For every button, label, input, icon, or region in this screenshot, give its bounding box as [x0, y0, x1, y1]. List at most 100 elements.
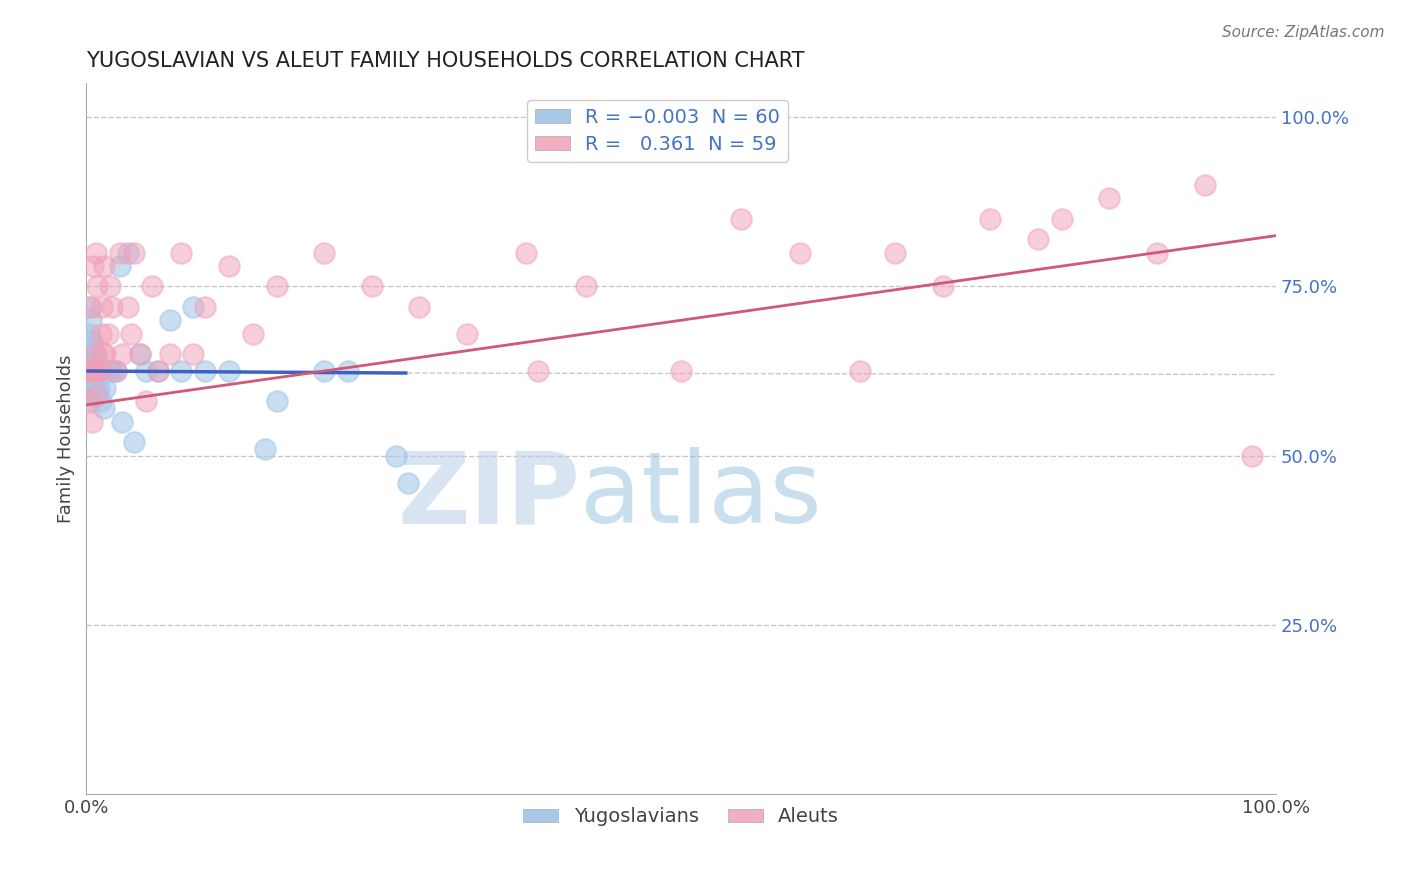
Point	[159, 347, 181, 361]
Point	[77, 326, 100, 341]
Point	[135, 364, 157, 378]
Point	[456, 326, 478, 341]
Point	[94, 347, 117, 361]
Point	[97, 364, 120, 378]
Point	[848, 364, 870, 378]
Point	[80, 340, 103, 354]
Point	[84, 387, 107, 401]
Point	[89, 360, 111, 375]
Point	[77, 394, 100, 409]
Point	[266, 394, 288, 409]
Point	[83, 347, 105, 361]
Point	[1026, 232, 1049, 246]
Point	[170, 245, 193, 260]
Point	[170, 364, 193, 378]
Text: atlas: atlas	[581, 447, 821, 544]
Text: YUGOSLAVIAN VS ALEUT FAMILY HOUSEHOLDS CORRELATION CHART: YUGOSLAVIAN VS ALEUT FAMILY HOUSEHOLDS C…	[86, 51, 804, 70]
Point	[90, 300, 112, 314]
Point	[86, 279, 108, 293]
Point	[79, 354, 101, 368]
Point	[183, 347, 205, 361]
Point	[730, 211, 752, 226]
Point	[146, 364, 169, 378]
Point	[98, 279, 121, 293]
Point	[128, 347, 150, 361]
Point	[84, 347, 107, 361]
Point	[87, 364, 110, 378]
Point	[117, 300, 139, 314]
Point	[82, 334, 104, 348]
Point	[87, 364, 110, 378]
Point	[111, 347, 134, 361]
Point	[90, 326, 112, 341]
Point	[105, 364, 128, 378]
Point	[80, 300, 103, 314]
Point	[527, 364, 550, 378]
Point	[141, 279, 163, 293]
Point	[90, 364, 112, 378]
Point	[91, 364, 114, 378]
Point	[218, 259, 240, 273]
Point	[146, 364, 169, 378]
Point	[1146, 245, 1168, 260]
Point	[97, 326, 120, 341]
Point	[242, 326, 264, 341]
Point	[1050, 211, 1073, 226]
Point	[266, 279, 288, 293]
Point	[89, 381, 111, 395]
Point	[82, 347, 104, 361]
Point	[93, 364, 115, 378]
Point	[79, 364, 101, 378]
Point	[86, 381, 108, 395]
Point	[80, 360, 103, 375]
Point	[884, 245, 907, 260]
Point	[360, 279, 382, 293]
Point	[337, 364, 360, 378]
Point	[101, 364, 124, 378]
Point	[82, 360, 104, 375]
Text: Source: ZipAtlas.com: Source: ZipAtlas.com	[1222, 25, 1385, 40]
Point	[253, 442, 276, 456]
Point	[83, 364, 105, 378]
Point	[121, 326, 143, 341]
Point	[84, 368, 107, 382]
Point	[82, 381, 104, 395]
Point	[384, 449, 406, 463]
Point	[314, 245, 336, 260]
Point	[91, 347, 114, 361]
Point	[84, 245, 107, 260]
Point	[83, 374, 105, 388]
Point	[108, 245, 131, 260]
Point	[90, 368, 112, 382]
Point	[117, 245, 139, 260]
Point	[82, 364, 104, 378]
Text: ZIP: ZIP	[396, 447, 581, 544]
Point	[669, 364, 692, 378]
Point	[1098, 191, 1121, 205]
Point	[82, 354, 104, 368]
Point	[82, 364, 104, 378]
Point	[515, 245, 537, 260]
Point	[86, 360, 108, 375]
Point	[82, 374, 104, 388]
Legend: Yugoslavians, Aleuts: Yugoslavians, Aleuts	[515, 799, 846, 834]
Point	[122, 435, 145, 450]
Point	[1194, 178, 1216, 192]
Point	[396, 475, 419, 490]
Point	[84, 387, 107, 401]
Point	[87, 364, 110, 378]
Point	[159, 313, 181, 327]
Point	[194, 364, 217, 378]
Point	[108, 259, 131, 273]
Point	[82, 364, 104, 378]
Point	[98, 364, 121, 378]
Point	[789, 245, 811, 260]
Point	[83, 354, 105, 368]
Point	[82, 394, 104, 409]
Point	[79, 334, 101, 348]
Point	[89, 364, 111, 378]
Point	[128, 347, 150, 361]
Point	[105, 364, 128, 378]
Point	[80, 313, 103, 327]
Point	[111, 415, 134, 429]
